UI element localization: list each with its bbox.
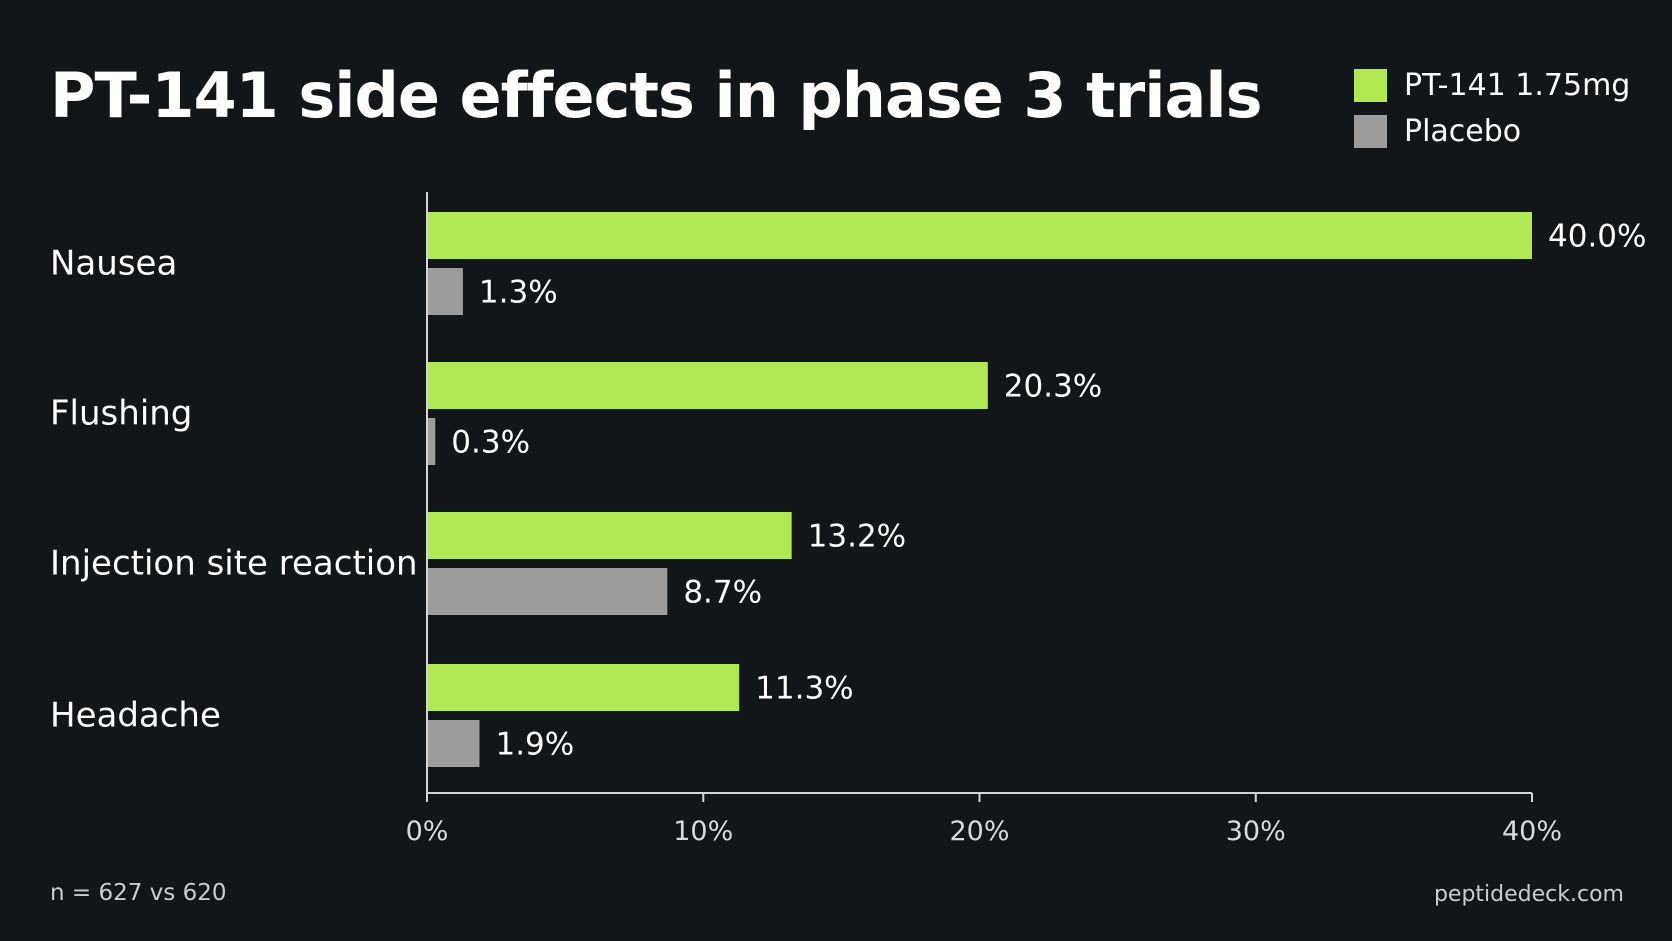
category-label: Headache [50,696,221,736]
bar-drug [427,362,988,409]
x-tick-label: 20% [949,816,1009,847]
bar-placebo [427,268,463,315]
bar-drug [427,512,792,559]
legend-label-placebo: Placebo [1404,113,1522,149]
legend-swatch-drug [1354,68,1387,102]
data-label: 1.3% [479,275,558,311]
x-tick-label: 10% [673,816,733,847]
bar-placebo [427,568,668,615]
legend-item-placebo: Placebo [1354,108,1630,154]
legend: PT-141 1.75mg Placebo [1354,62,1630,154]
category-label: Injection site reaction [50,544,418,584]
category-label: Flushing [50,394,192,434]
legend-swatch-placebo [1354,114,1387,148]
sample-size-note: n = 627 vs 620 [50,880,227,906]
data-label: 13.2% [808,519,906,555]
x-tick-label: 30% [1226,816,1286,847]
legend-item-drug: PT-141 1.75mg [1354,62,1630,108]
source-credit: peptidedeck.com [1433,882,1624,907]
data-label: 20.3% [1004,369,1102,405]
category-label: Nausea [50,244,177,284]
data-label: 40.0% [1548,219,1646,255]
legend-label-drug: PT-141 1.75mg [1404,67,1631,103]
x-tick-label: 0% [406,816,449,847]
x-tick-label: 40% [1502,816,1562,847]
chart-title: PT-141 side effects in phase 3 trials [50,59,1263,132]
data-label: 11.3% [755,671,853,707]
data-label: 8.7% [683,575,762,611]
data-label: 1.9% [495,727,574,763]
bar-drug [427,664,740,711]
bar-placebo [427,418,436,465]
bar-drug [427,212,1532,259]
bar-placebo [427,720,480,767]
data-label: 0.3% [451,425,530,461]
